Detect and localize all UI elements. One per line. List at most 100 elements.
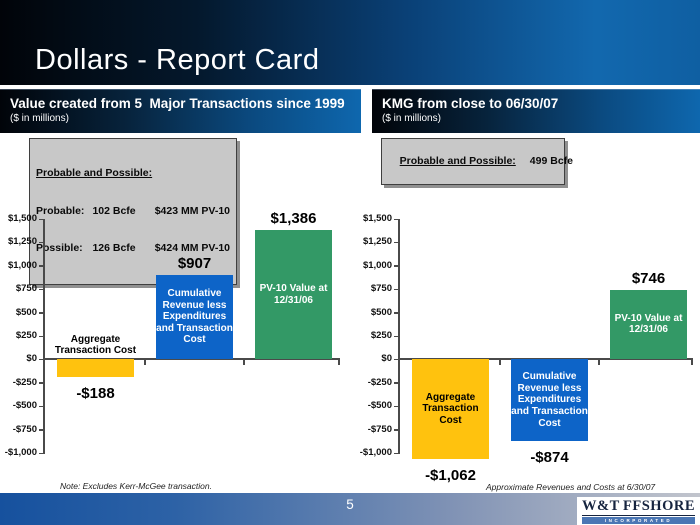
info-box-row: Probable: 102 Bcfe $423 MM PV-10 [36, 205, 230, 218]
panel-header-right: KMG from close to 06/30/07 ($ in million… [372, 89, 700, 133]
right-chart-plot: Aggregate Transaction Cost -$1,062 Cumulat… [394, 218, 693, 484]
bar: PV-10 Value at 12/31/06 [610, 289, 687, 360]
y-tick-label: -$500 [367, 400, 392, 412]
info-volume: 126 Bcfe [92, 242, 136, 254]
bar: Cumulative Revenue less Expenditures and… [511, 359, 588, 442]
bar: Aggregate Transaction Cost [412, 359, 489, 459]
page-title: Dollars - Report Card [35, 44, 320, 76]
y-tick-mark [394, 288, 400, 291]
y-tick-label: $1,250 [362, 236, 392, 248]
y-tick-label: -$500 [12, 400, 37, 412]
bar [57, 359, 134, 377]
bar-category-label: Aggregate Transaction Cost [54, 334, 137, 357]
bar-value-label: $746 [631, 269, 666, 287]
y-tick-label: $1,000 [362, 259, 392, 271]
y-tick-label: $750 [15, 283, 37, 295]
info-label: Possible: [36, 242, 83, 254]
y-tick-label: $0 [381, 353, 392, 365]
info-box-left: Probable and Possible: Probable: 102 Bcf… [29, 138, 237, 285]
panel-header-left: Value created from 5 Major Transactions … [0, 89, 361, 133]
y-tick-mark [394, 218, 400, 220]
y-tick-mark [394, 405, 400, 408]
y-tick-mark [39, 358, 45, 361]
company-logo-text: W&T FFSHORE [582, 499, 695, 516]
y-tick-label: $1,250 [7, 236, 37, 248]
zero-axis-line [45, 358, 340, 361]
y-tick-label: $500 [15, 306, 37, 318]
right-chart-note: Approximate Revenues and Costs at 6/30/0… [486, 482, 656, 492]
left-chart-plot: Aggregate Transaction Cost -$188 Cumulativ… [39, 210, 340, 454]
bar-value-label: -$1,062 [425, 466, 476, 484]
bar-value-label: $907 [177, 254, 212, 272]
y-tick-mark [394, 358, 400, 361]
y-tick-mark [394, 312, 400, 314]
info-box-right-value: 499 Bcfe [529, 154, 573, 167]
y-tick-label: $500 [370, 306, 392, 318]
panel-header-left-subtitle: ($ in millions) [10, 113, 69, 124]
category-tick-mark [691, 360, 693, 366]
info-box-left-title: Probable and Possible: [36, 167, 153, 179]
page-number: 5 [346, 497, 354, 512]
info-label: Probable: [36, 204, 85, 217]
logo-wt-text: W&T [582, 498, 620, 514]
y-tick-mark [39, 452, 45, 454]
category-tick-mark [338, 360, 340, 366]
right-chart-y-axis: $1,500 $1,250 $1,000 $750 $500 $250 $0 -$250 -$5… [355, 213, 392, 458]
bar-category-label: Cumulative Revenue less Expenditures and… [156, 287, 233, 346]
y-tick-mark [39, 218, 45, 220]
logo-incorporated-text: INCORPORATED [582, 517, 695, 524]
category-tick-mark [243, 360, 245, 366]
y-tick-mark [39, 429, 45, 431]
top-banner [0, 0, 700, 85]
y-tick-mark [39, 265, 45, 267]
y-tick-mark [39, 382, 45, 384]
bar-value-label: -$874 [530, 449, 569, 467]
y-tick-label: -$250 [12, 376, 37, 388]
y-tick-label: $250 [15, 330, 37, 341]
y-tick-mark [394, 241, 400, 244]
info-pv10: $423 MM PV-10 [154, 204, 230, 217]
bar-category-label: Cumulative Revenue less Expenditures and… [511, 371, 588, 429]
bar: Cumulative Revenue less Expenditures and… [156, 274, 233, 360]
y-tick-label: -$250 [367, 376, 392, 388]
y-tick-mark [394, 335, 400, 337]
y-tick-label: -$750 [12, 423, 37, 435]
left-chart-y-axis: $1,500 $1,250 $1,000 $750 $500 $250 $0 -$250 -$5… [0, 213, 37, 458]
info-volume: 102 Bcfe [92, 204, 136, 217]
left-chart-note: Note: Excludes Kerr-McGee transaction. [60, 481, 212, 491]
info-pv10: $424 MM PV-10 [154, 242, 230, 254]
y-tick-label: $1,000 [7, 259, 37, 271]
bar-value-label: -$188 [76, 384, 115, 402]
y-tick-mark [394, 452, 400, 454]
y-tick-label: -$1,000 [359, 447, 392, 458]
y-tick-mark [39, 288, 45, 291]
info-box-row: Possible: 126 Bcfe $424 MM PV-10 [36, 242, 230, 255]
bar-category-label: PV-10 Value at 12/31/06 [259, 282, 328, 306]
category-tick-mark [144, 360, 146, 366]
logo-offshore-text: FFSHORE [623, 498, 695, 514]
y-tick-mark [39, 241, 45, 244]
y-tick-label: $1,500 [7, 213, 37, 224]
y-tick-mark [39, 312, 45, 314]
y-tick-mark [39, 405, 45, 408]
category-tick-mark [499, 360, 501, 366]
panel-header-left-title: Value created from 5 Major Transactions … [10, 96, 345, 111]
info-box-right: Probable and Possible: 499 Bcfe [381, 138, 573, 185]
panel-header-right-subtitle: ($ in millions) [382, 113, 441, 124]
info-box-right-title: Probable and Possible: [399, 154, 516, 167]
bar-value-label: $1,386 [270, 209, 317, 227]
y-tick-mark [394, 265, 400, 267]
y-tick-label: -$750 [367, 423, 392, 435]
category-tick-mark [598, 360, 600, 366]
y-tick-label: $0 [26, 353, 37, 365]
company-logo: W&T FFSHORE INCORPORATED [577, 497, 700, 525]
y-tick-label: $750 [370, 283, 392, 295]
y-tick-mark [394, 382, 400, 384]
y-tick-mark [394, 429, 400, 431]
y-tick-mark [39, 335, 45, 337]
bar-category-label: PV-10 Value at 12/31/06 [614, 312, 683, 336]
bar: PV-10 Value at 12/31/06 [255, 229, 332, 360]
y-tick-label: -$1,000 [4, 447, 37, 458]
panel-header-right-title: KMG from close to 06/30/07 [382, 96, 559, 111]
